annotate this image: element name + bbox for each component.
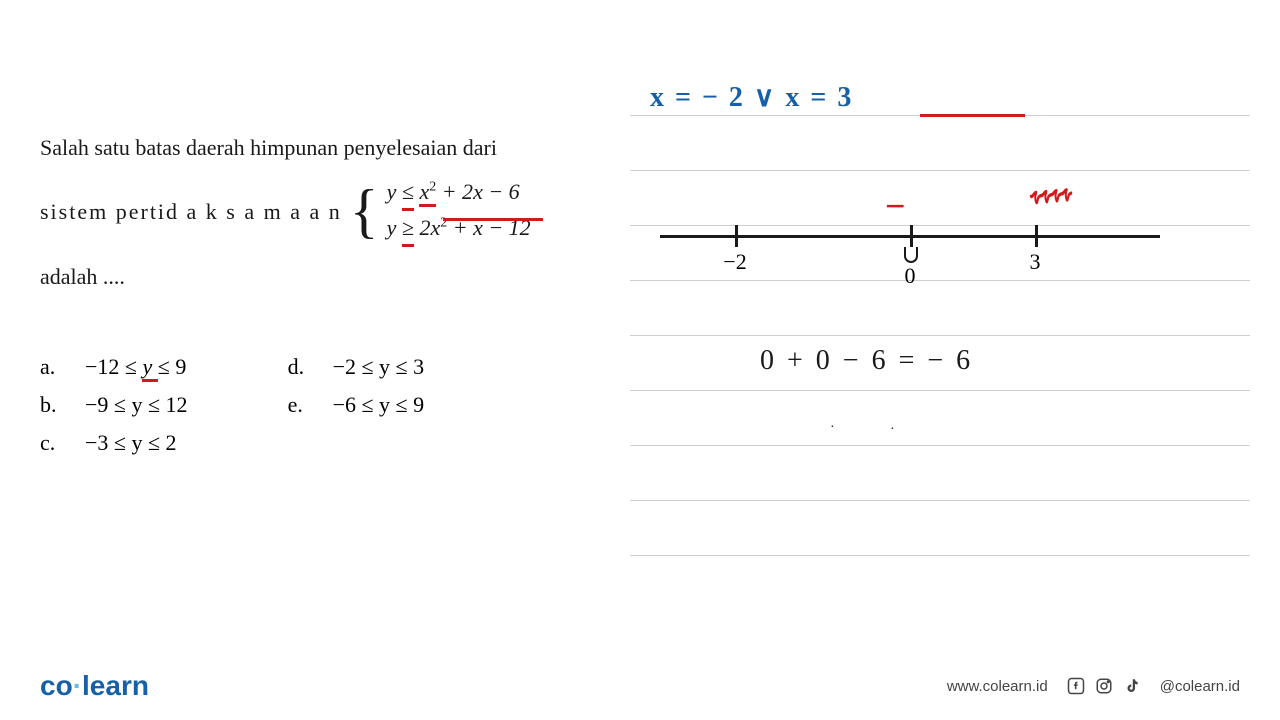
tiktok-icon — [1122, 676, 1142, 696]
option-d: d. −2 ≤ y ≤ 3 — [288, 354, 425, 380]
rule-line — [630, 390, 1250, 391]
rule-line — [630, 445, 1250, 446]
instagram-icon — [1094, 676, 1114, 696]
option-letter: c. — [40, 430, 65, 456]
rule-line — [630, 555, 1250, 556]
brace-icon: { — [350, 187, 379, 235]
red-underline-eq1 — [443, 218, 543, 221]
system-label: sistem pertid a k s a m a a n — [40, 194, 342, 229]
facebook-icon — [1066, 676, 1086, 696]
option-e: e. −6 ≤ y ≤ 9 — [288, 392, 425, 418]
red-underline-x3 — [920, 114, 1025, 117]
system-row: sistem pertid a k s a m a a n { y ≤ x2 +… — [40, 175, 610, 247]
logo-dot: · — [73, 670, 82, 701]
handwritten-calc: 0 + 0 − 6 = − 6 — [760, 345, 973, 377]
question-line1: Salah satu batas daerah himpunan penyele… — [40, 130, 610, 165]
option-text: −12 ≤ y ≤ 9 — [85, 354, 186, 380]
question-panel: Salah satu batas daerah himpunan penyele… — [40, 130, 610, 456]
logo-learn: learn — [82, 670, 149, 701]
option-letter: d. — [288, 354, 313, 380]
option-a: a. −12 ≤ y ≤ 9 — [40, 354, 188, 380]
option-text: −2 ≤ y ≤ 3 — [333, 354, 425, 380]
number-line: −2 0 3 — [660, 225, 1160, 295]
handwritten-roots: x = − 2 ∨ x = 3 — [650, 80, 853, 114]
adalah-text: adalah .... — [40, 259, 610, 294]
question-text: Salah satu batas daerah himpunan penyele… — [40, 130, 610, 294]
option-letter: e. — [288, 392, 313, 418]
logo-co: co — [40, 670, 73, 701]
equations: y ≤ x2 + 2x − 6 y ≥ 2x2 + x − 12 — [387, 175, 531, 247]
colearn-logo: co·learn — [40, 670, 149, 702]
number-line-label: 0 — [905, 263, 916, 289]
rule-line — [630, 500, 1250, 501]
red-minus-icon: − — [885, 185, 906, 227]
dot-mark: · — [830, 420, 835, 436]
red-scribble-icon: ﮩﮩﮩﮩ — [1029, 168, 1073, 205]
workspace-panel: x = − 2 ∨ x = 3 − ﮩﮩﮩﮩ −2 0 3 0 + 0 − 6 … — [630, 70, 1250, 610]
options-col-left: a. −12 ≤ y ≤ 9 b. −9 ≤ y ≤ 12 c. −3 ≤ y … — [40, 354, 188, 456]
number-line-tick — [1035, 225, 1038, 247]
rule-line — [630, 170, 1250, 171]
equation-2: y ≥ 2x2 + x − 12 — [387, 211, 531, 247]
footer-url: www.colearn.id — [947, 678, 1048, 695]
options: a. −12 ≤ y ≤ 9 b. −9 ≤ y ≤ 12 c. −3 ≤ y … — [40, 354, 610, 456]
dot-mark: · — [890, 422, 895, 438]
number-line-tick — [735, 225, 738, 247]
number-line-label: 3 — [1030, 249, 1041, 275]
footer-handle: @colearn.id — [1160, 678, 1240, 695]
option-c: c. −3 ≤ y ≤ 2 — [40, 430, 188, 456]
footer: co·learn www.colearn.id @colearn.id — [0, 670, 1280, 702]
number-line-tick — [910, 225, 913, 247]
equation-1: y ≤ x2 + 2x − 6 — [387, 175, 531, 211]
number-line-circle — [904, 247, 918, 263]
number-line-label: −2 — [723, 249, 746, 275]
options-col-right: d. −2 ≤ y ≤ 3 e. −6 ≤ y ≤ 9 — [288, 354, 425, 456]
social-icons — [1066, 676, 1142, 696]
option-text: −3 ≤ y ≤ 2 — [85, 430, 177, 456]
option-text: −6 ≤ y ≤ 9 — [333, 392, 425, 418]
footer-right: www.colearn.id @colearn.id — [947, 676, 1240, 696]
rule-line — [630, 335, 1250, 336]
option-letter: a. — [40, 354, 65, 380]
option-b: b. −9 ≤ y ≤ 12 — [40, 392, 188, 418]
option-text: −9 ≤ y ≤ 12 — [85, 392, 188, 418]
option-letter: b. — [40, 392, 65, 418]
